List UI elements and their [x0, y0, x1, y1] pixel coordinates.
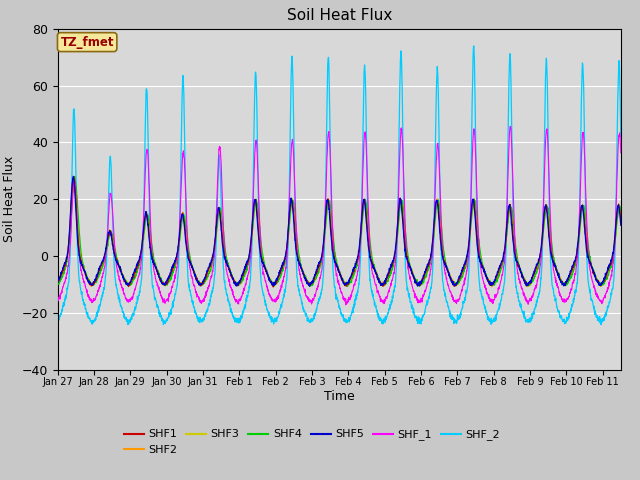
SHF1	[424, 262, 432, 268]
SHF_2	[54, 315, 61, 321]
Line: SHF_2: SHF_2	[58, 46, 621, 324]
SHF5	[69, 174, 77, 180]
SHF2	[617, 213, 625, 218]
Line: SHF1: SHF1	[58, 176, 621, 287]
SHF_1	[506, 123, 514, 129]
SHF4	[343, 282, 351, 288]
SHF3	[379, 284, 387, 289]
SHF3	[343, 281, 351, 287]
SHF3	[407, 266, 415, 272]
SHF5	[407, 267, 415, 273]
SHF1	[343, 281, 351, 287]
SHF2	[531, 270, 538, 276]
SHF5	[531, 268, 538, 274]
SHF_2	[470, 43, 477, 49]
Y-axis label: Soil Heat Flux: Soil Heat Flux	[3, 156, 16, 242]
SHF5	[306, 283, 314, 289]
SHF_1	[531, 285, 538, 291]
SHF3	[424, 267, 432, 273]
SHF_2	[617, 134, 625, 140]
SHF3	[54, 282, 61, 288]
SHF_1	[54, 296, 61, 302]
SHF3	[87, 281, 95, 287]
SHF1	[407, 266, 415, 272]
SHF4	[531, 274, 538, 279]
Line: SHF_1: SHF_1	[58, 126, 621, 305]
SHF1	[87, 281, 95, 287]
Text: TZ_fmet: TZ_fmet	[60, 36, 114, 48]
SHF_1	[424, 280, 431, 286]
SHF1	[617, 219, 625, 225]
SHF5	[424, 262, 432, 267]
SHF4	[344, 284, 351, 289]
Title: Soil Heat Flux: Soil Heat Flux	[287, 9, 392, 24]
SHF5	[617, 222, 625, 228]
SHF1	[269, 284, 277, 290]
SHF4	[407, 266, 415, 272]
SHF2	[343, 282, 351, 288]
SHF_1	[87, 297, 95, 303]
SHF1	[54, 279, 61, 285]
SHF5	[54, 280, 61, 286]
SHF2	[87, 281, 95, 287]
SHF_1	[343, 299, 351, 304]
Line: SHF4: SHF4	[58, 177, 621, 287]
SHF2	[488, 284, 495, 289]
SHF4	[424, 268, 432, 274]
SHF2	[54, 279, 61, 285]
SHF_1	[342, 302, 349, 308]
Line: SHF3: SHF3	[58, 177, 621, 287]
SHF2	[598, 282, 605, 288]
SHF5	[343, 281, 351, 287]
SHF1	[598, 281, 605, 287]
SHF_2	[597, 322, 605, 327]
SHF4	[54, 281, 61, 287]
Legend: SHF1, SHF2, SHF3, SHF4, SHF5, SHF_1, SHF_2: SHF1, SHF2, SHF3, SHF4, SHF5, SHF_1, SHF…	[120, 425, 504, 459]
Line: SHF5: SHF5	[58, 177, 621, 286]
SHF_1	[406, 277, 414, 283]
SHF_1	[598, 299, 605, 304]
Line: SHF2: SHF2	[58, 177, 621, 287]
SHF1	[531, 269, 538, 275]
SHF5	[598, 281, 605, 287]
SHF2	[424, 265, 431, 271]
SHF_2	[406, 300, 414, 305]
SHF4	[87, 282, 95, 288]
SHF5	[87, 281, 95, 287]
SHF_1	[617, 150, 625, 156]
SHF3	[617, 209, 625, 215]
SHF4	[71, 174, 79, 180]
SHF4	[598, 282, 605, 288]
SHF4	[617, 208, 625, 214]
SHF2	[70, 174, 78, 180]
SHF3	[598, 283, 605, 288]
SHF_2	[598, 318, 605, 324]
X-axis label: Time: Time	[324, 390, 355, 403]
SHF3	[70, 174, 78, 180]
SHF_2	[531, 306, 538, 312]
SHF_2	[342, 316, 350, 322]
SHF2	[406, 263, 414, 269]
SHF1	[70, 173, 77, 179]
SHF_2	[424, 301, 431, 307]
SHF3	[531, 272, 538, 277]
SHF_2	[87, 318, 95, 324]
